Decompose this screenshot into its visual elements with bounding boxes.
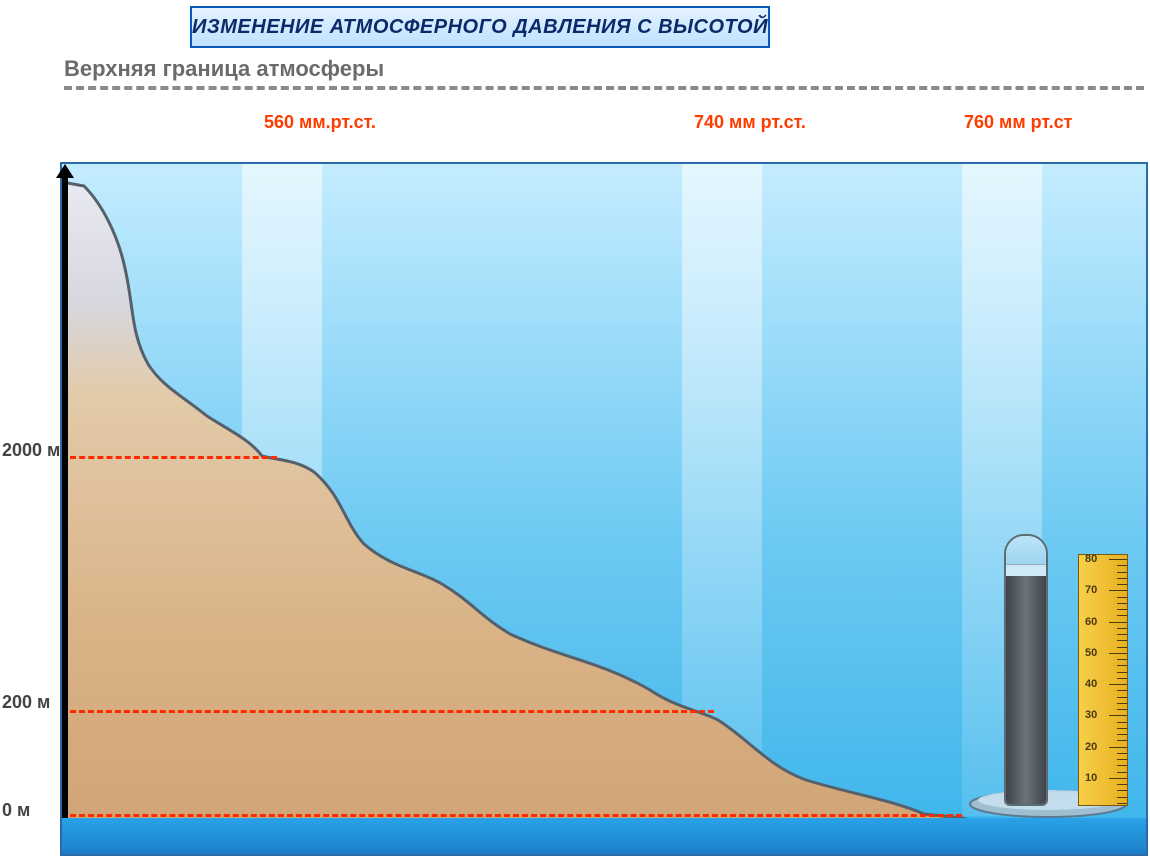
ruler-minor-tick (1117, 647, 1127, 648)
ruler-minor-tick (1117, 690, 1127, 691)
altitude-line-2000 (70, 456, 277, 459)
upper-boundary-dash (64, 86, 1144, 90)
ruler-minor-tick (1117, 672, 1127, 673)
y-tick-200: 200 м (2, 692, 50, 713)
ruler-minor-tick (1117, 634, 1127, 635)
ruler-minor-tick (1117, 734, 1127, 735)
y-axis (62, 174, 68, 818)
ruler-tick (1109, 715, 1127, 716)
ruler-mark: 50 (1085, 647, 1097, 659)
ruler-minor-tick (1117, 665, 1127, 666)
ruler-minor-tick (1117, 740, 1127, 741)
ruler-minor-tick (1117, 640, 1127, 641)
pressure-label-560: 560 мм.рт.ст. (264, 112, 376, 133)
title-box: ИЗМЕНЕНИЕ АТМОСФЕРНОГО ДАВЛЕНИЯ С ВЫСОТО… (190, 6, 770, 48)
ruler-minor-tick (1117, 722, 1127, 723)
upper-boundary-label: Верхняя граница атмосферы (64, 56, 384, 82)
ruler-tick (1109, 778, 1127, 779)
diagram-area: 80 70 60 50 40 30 20 10 (60, 162, 1148, 856)
ruler-minor-tick (1117, 797, 1127, 798)
ruler-minor-tick (1117, 753, 1127, 754)
ruler-minor-tick (1117, 659, 1127, 660)
ruler-minor-tick (1117, 703, 1127, 704)
y-tick-2000: 2000 м (2, 440, 60, 461)
ruler-minor-tick (1117, 609, 1127, 610)
ruler-minor-tick (1117, 597, 1127, 598)
ruler-minor-tick (1117, 578, 1127, 579)
ruler-tick (1109, 747, 1127, 748)
pressure-label-740: 740 мм рт.ст. (694, 112, 806, 133)
ruler-tick (1109, 590, 1127, 591)
ruler-minor-tick (1117, 584, 1127, 585)
ruler-tick (1109, 684, 1127, 685)
ruler-minor-tick (1117, 790, 1127, 791)
ruler: 80 70 60 50 40 30 20 10 (1078, 554, 1128, 806)
ruler-minor-tick (1117, 709, 1127, 710)
ruler-minor-tick (1117, 759, 1127, 760)
altitude-line-200 (70, 710, 714, 713)
barometer-tube (1004, 534, 1048, 806)
ruler-minor-tick (1117, 697, 1127, 698)
tube-vacuum (1006, 536, 1046, 565)
barometer: 80 70 60 50 40 30 20 10 (968, 518, 1128, 818)
ruler-minor-tick (1117, 678, 1127, 679)
ruler-minor-tick (1117, 565, 1127, 566)
ruler-minor-tick (1117, 615, 1127, 616)
ruler-minor-tick (1117, 772, 1127, 773)
page: ИЗМЕНЕНИЕ АТМОСФЕРНОГО ДАВЛЕНИЯ С ВЫСОТО… (0, 0, 1150, 864)
ruler-tick (1109, 622, 1127, 623)
ruler-tick (1109, 559, 1127, 560)
ruler-mark: 70 (1085, 584, 1097, 596)
ruler-minor-tick (1117, 728, 1127, 729)
sea (62, 818, 1146, 854)
ruler-minor-tick (1117, 765, 1127, 766)
ruler-minor-tick (1117, 603, 1127, 604)
ruler-mark: 80 (1085, 553, 1097, 565)
ruler-mark: 20 (1085, 741, 1097, 753)
y-tick-0: 0 м (2, 800, 30, 821)
ruler-minor-tick (1117, 572, 1127, 573)
ruler-minor-tick (1117, 803, 1127, 804)
ruler-mark: 30 (1085, 709, 1097, 721)
mercury-column (1006, 576, 1046, 804)
ruler-tick (1109, 653, 1127, 654)
ruler-mark: 10 (1085, 772, 1097, 784)
ruler-minor-tick (1117, 784, 1127, 785)
title-text: ИЗМЕНЕНИЕ АТМОСФЕРНОГО ДАВЛЕНИЯ С ВЫСОТО… (192, 16, 768, 39)
ruler-mark: 60 (1085, 616, 1097, 628)
ruler-mark: 40 (1085, 678, 1097, 690)
ruler-minor-tick (1117, 628, 1127, 629)
altitude-line-0 (70, 814, 962, 817)
pressure-label-760: 760 мм рт.ст (964, 112, 1072, 133)
